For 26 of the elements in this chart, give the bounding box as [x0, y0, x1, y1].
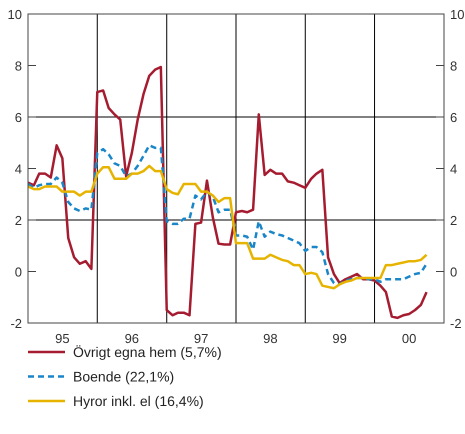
x-tick-label: 98 — [263, 331, 278, 346]
y2-tick-label: -2 — [450, 316, 462, 331]
y2-tick-label: 0 — [450, 264, 458, 280]
x-tick-label: 95 — [55, 331, 70, 346]
y2-tick-label: 2 — [450, 213, 458, 228]
y2-tick-label: 4 — [450, 162, 458, 176]
line-series — [26, 66, 428, 320]
y-tick-label: 2 — [14, 213, 22, 228]
x-tick-label: 96 — [124, 331, 140, 346]
x-tick-label: 00 — [402, 331, 416, 346]
x-tick-label: 99 — [332, 331, 347, 346]
y-tick-label: 8 — [14, 58, 22, 74]
y-tick-label: 4 — [14, 162, 22, 176]
y2-tick-label: 10 — [450, 7, 464, 22]
legend-label: Övrigt egna hem (5,7%) — [73, 344, 222, 360]
legend-label: Boende (22,1%) — [73, 368, 174, 384]
y-tick-label: -2 — [10, 316, 22, 331]
legend-label: Hyror inkl. el (16,4%) — [73, 393, 204, 409]
y-tick-label: 6 — [14, 110, 22, 125]
y-tick-label: 0 — [14, 264, 22, 280]
line-series — [26, 164, 428, 290]
y-tick-label: 10 — [8, 7, 22, 22]
y2-tick-label: 6 — [450, 110, 458, 125]
x-tick-label: 97 — [194, 331, 208, 346]
y2-tick-label: 8 — [450, 58, 458, 74]
line-series — [26, 144, 428, 286]
